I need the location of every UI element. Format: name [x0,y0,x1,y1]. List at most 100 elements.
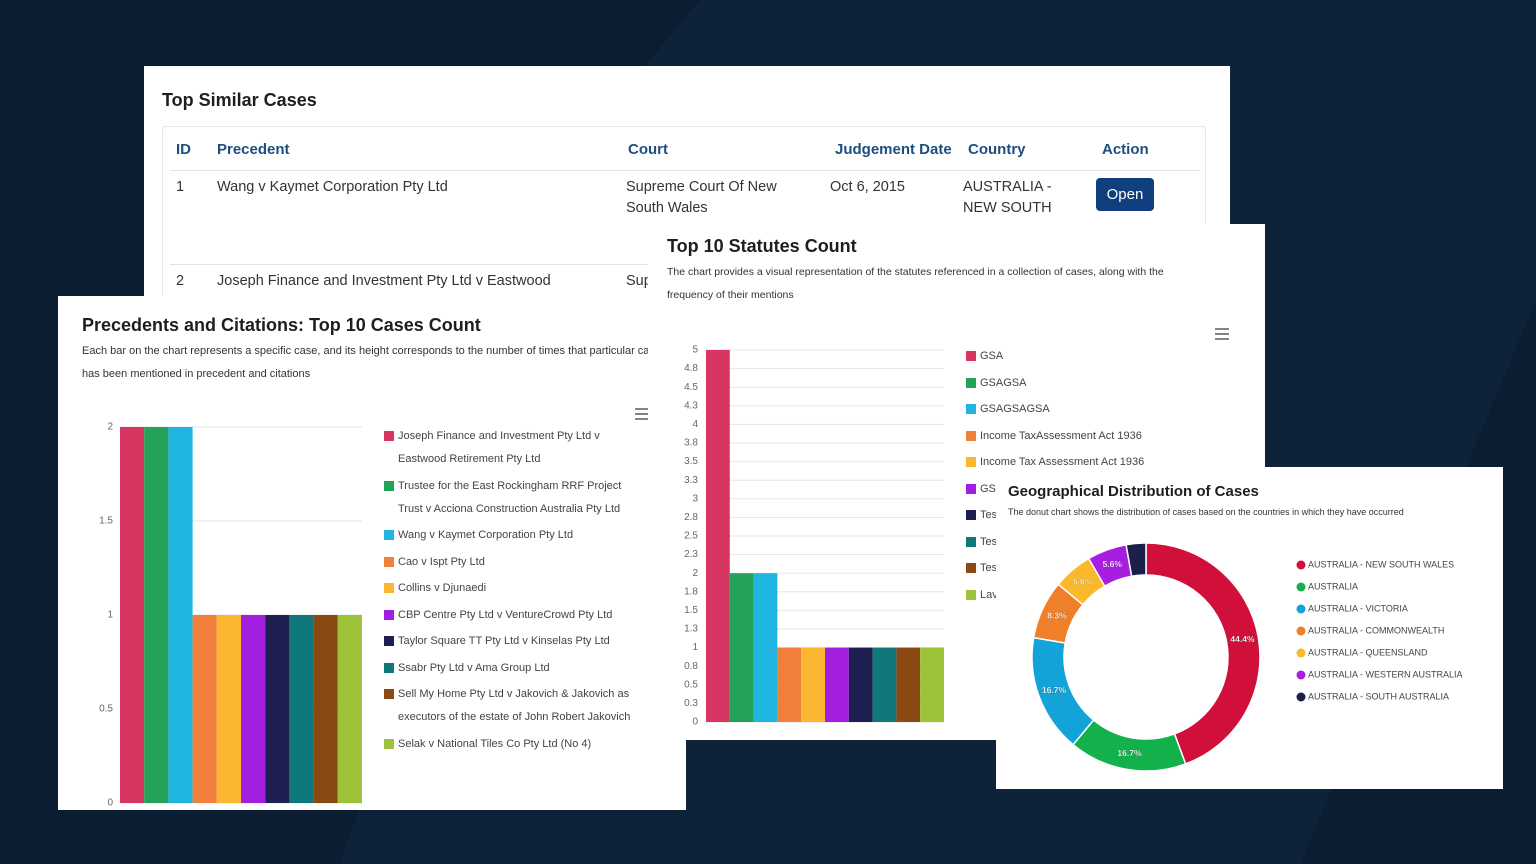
open-button[interactable]: Open [1096,178,1154,211]
bar [801,647,825,722]
legend-label: GSA [980,350,1004,362]
donut-slice [1125,542,1147,578]
bar [265,615,290,803]
legend-swatch [384,662,394,673]
table-cell: Wang v Kaymet Corporation Pty Ltd [217,179,448,195]
y-tick-label: 1 [692,642,698,653]
chart-subtitle: Each bar on the chart represents a speci… [82,345,662,380]
legend: Joseph Finance and Investment Pty Ltd v … [384,425,634,759]
legend-label: Sell My Home Pty Ltd v Jakovich & Jakovi… [398,688,631,723]
column-header: Court [628,141,668,158]
legend-item: Joseph Finance and Investment Pty Ltd v … [384,425,634,471]
legend-label: Collins v Djunaedi [398,582,487,594]
table-box [162,126,1206,306]
legend-swatch [966,377,976,388]
legend-item: Taylor Square TT Pty Ltd v Kinselas Pty … [384,630,634,653]
legend-swatch [1296,692,1306,702]
legend-item: CBP Centre Pty Ltd v VentureCrowd Pty Lt… [384,604,634,627]
legend-swatch [1296,648,1306,658]
chart-title: Top 10 Statutes Count [667,236,857,256]
bar [825,647,849,722]
bar [120,427,145,803]
bar [313,615,338,803]
y-tick-label: 2 [107,422,113,433]
legend-label: AUSTRALIA - QUEENSLAND [1308,647,1428,657]
legend-swatch [384,431,394,441]
legend-swatch [966,563,976,573]
legend-swatch [384,609,394,620]
legend-label: AUSTRALIA - COMMONWEALTH [1308,625,1444,635]
data-label: 5.6% [1103,559,1123,569]
y-tick-label: 3.3 [684,475,698,486]
y-tick-label: 1.5 [99,516,113,527]
y-tick-label: 4.3 [684,400,698,411]
row-divider [170,170,1200,171]
plot: 44.4% 16.7% 16.7% 8.3% 5.6% 5.6% AUSTRALIA - N… [1031,542,1463,772]
y-tick-label: 2.5 [684,531,698,542]
legend-label: Trustee for the East Rockingham RRF Proj… [398,479,622,515]
bar [241,615,266,803]
table-cell: Oct 6, 2015 [830,179,905,195]
legend-label: AUSTRALIA - WESTERN AUSTRALIA [1308,669,1463,679]
legend-swatch [384,530,394,540]
y-tick-label: 1.5 [684,605,698,616]
legend-item: Lav [966,584,1216,607]
chart-card: Geographical Distribution of Cases The d… [996,467,1503,789]
legend-swatch [966,510,976,520]
chart-card: Precedents and Citations: Top 10 Cases C… [58,296,686,810]
legend-item: GSAGSAGSA [966,398,1216,421]
chart-subtitle: The chart provides a visual representati… [667,266,1164,301]
bar [144,427,169,803]
donut-slice [1072,718,1187,772]
y-tick-label: 5 [692,345,698,356]
bar [753,573,778,722]
legend-swatch [966,483,976,494]
legend-item: Ssabr Pty Ltd v Ama Group Ltd [384,657,634,680]
y-tick-label: 4.8 [684,363,698,374]
legend-swatch [384,636,394,646]
card-title: Top Similar Cases [162,90,317,110]
legend-swatch [1296,582,1306,592]
legend-swatch [384,689,394,699]
bar [920,647,944,722]
y-tick-label: 0.5 [99,704,113,715]
bar [896,647,921,722]
legend-swatch [384,480,394,491]
column-header: Action [1102,141,1149,158]
legend-swatch [966,536,976,547]
legend-label: CBP Centre Pty Ltd v VentureCrowd Pty Lt… [398,608,613,621]
donut-slice [1145,542,1261,765]
legend-swatch [966,351,976,361]
legend-item: Income Tax Assessment Act 1936 [966,451,1216,474]
legend-swatch [384,583,394,593]
legend-label: Ssabr Pty Ltd v Ama Group Ltd [398,661,550,674]
legend-label: Wang v Kaymet Corporation Pty Ltd [398,529,574,541]
legend-label: Cao v Ispt Pty Ltd [398,555,485,568]
y-tick-label: 3.5 [684,456,698,467]
legend-item: GSAGSA [966,372,1216,395]
data-label: 8.3% [1047,610,1067,620]
legend-label: GSAGSAGSA [980,403,1050,415]
y-tick-label: 2.8 [684,512,698,523]
legend-label: Joseph Finance and Investment Pty Ltd v … [398,430,600,465]
legend-swatch [1296,604,1306,614]
y-tick-label: 0.5 [684,679,698,690]
legend-label: Income TaxAssessment Act 1936 [980,429,1142,442]
table-cell: 2 [176,273,185,289]
data-label: 5.6% [1073,576,1093,586]
bar [706,350,730,722]
legend-label: AUSTRALIA - SOUTH AUSTRALIA [1308,691,1449,701]
y-tick-label: 4 [692,419,698,430]
bar [872,647,897,722]
bar [848,647,873,722]
table-cell: Joseph Finance and Investment Pty Ltd v … [217,273,551,289]
y-tick-label: 2 [692,568,698,579]
y-tick-label: 1.3 [684,624,698,635]
legend-label: Taylor Square TT Pty Ltd v Kinselas Pty … [398,635,610,647]
legend-label: Selak v National Tiles Co Pty Ltd (No 4) [398,737,592,750]
column-header: ID [176,141,191,158]
column-header: Judgement Date [835,141,952,158]
data-label: 16.7% [1117,748,1142,758]
legend-swatch [384,738,394,749]
legend-label: AUSTRALIA [1308,581,1358,591]
